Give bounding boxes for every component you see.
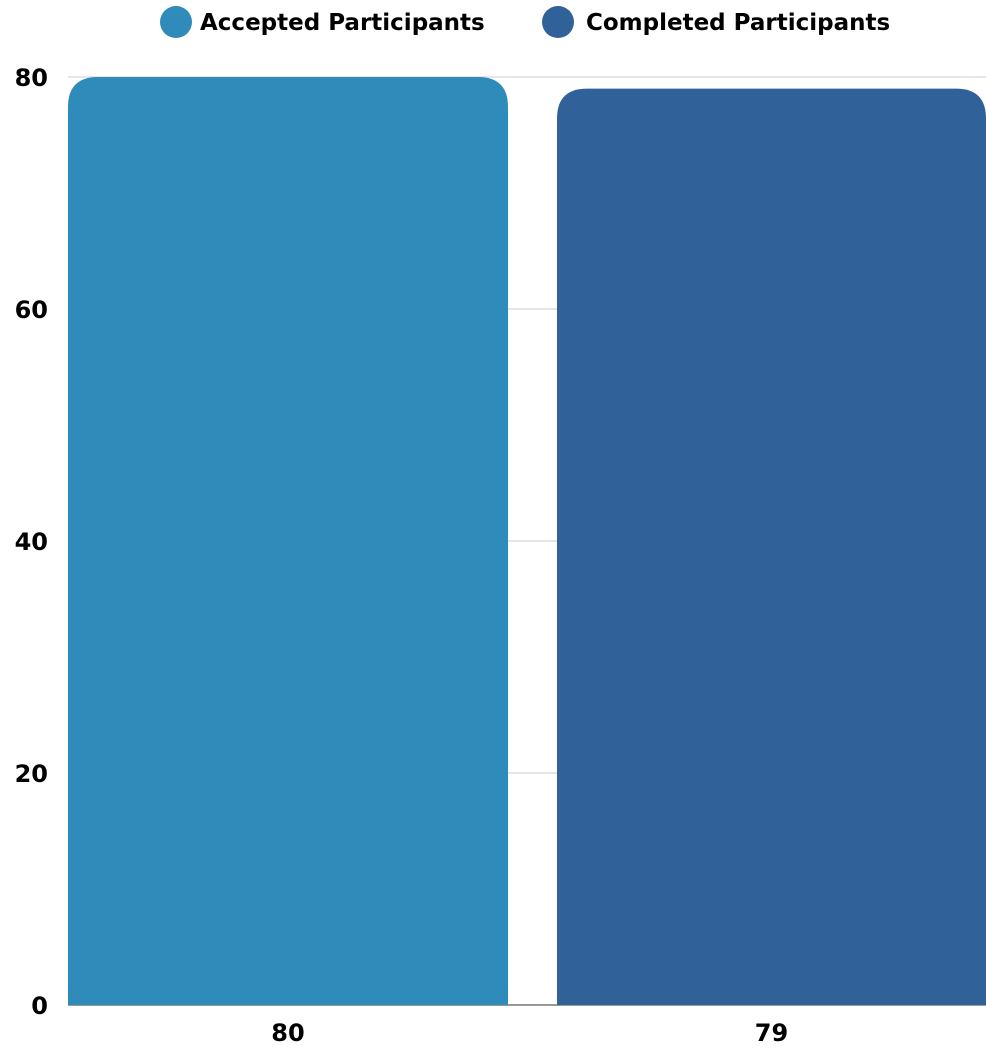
y-tick-label-40: 40	[15, 528, 48, 556]
y-tick-label-0: 0	[31, 992, 48, 1020]
data-labels: 80 79	[271, 1019, 788, 1047]
data-label-accepted: 80	[271, 1019, 304, 1045]
legend-label-completed: Completed Participants	[586, 10, 890, 36]
y-tick-label-20: 20	[15, 760, 48, 788]
legend-item-completed[interactable]: Completed Participants	[542, 6, 890, 38]
bar-accepted[interactable]	[68, 77, 508, 1005]
y-axis: 0 20 40 60 80	[15, 64, 48, 1020]
legend-marker-accepted	[160, 6, 192, 38]
legend-marker-completed	[542, 6, 574, 38]
bars	[68, 77, 986, 1006]
y-tick-label-80: 80	[15, 64, 48, 92]
bar-completed[interactable]	[557, 88, 986, 1006]
legend-item-accepted[interactable]: Accepted Participants	[160, 6, 485, 38]
y-tick-label-60: 60	[15, 296, 48, 324]
legend: Accepted Participants Completed Particip…	[160, 6, 890, 38]
data-label-completed: 79	[755, 1019, 788, 1045]
legend-label-accepted: Accepted Participants	[200, 10, 485, 36]
